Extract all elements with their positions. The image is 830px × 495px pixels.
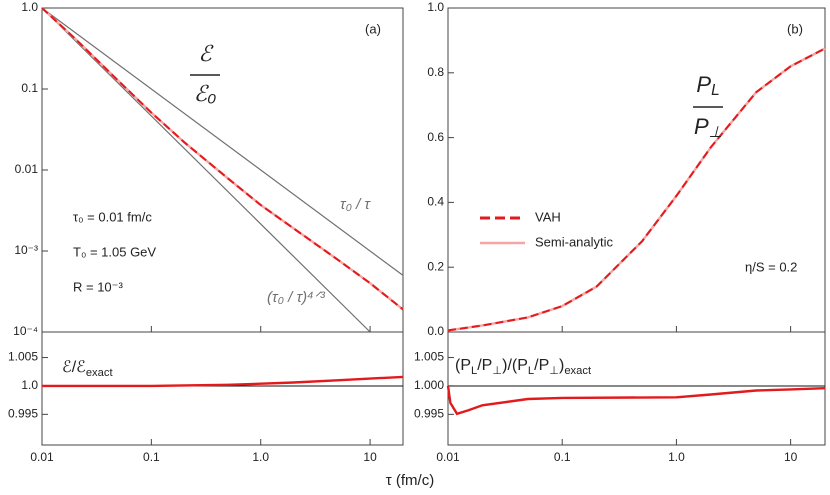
annotation: R = 10⁻³ xyxy=(73,279,124,294)
legend-label: Semi-analytic xyxy=(535,234,614,249)
legend-label: VAH xyxy=(535,209,561,224)
text-part: /P xyxy=(534,357,549,374)
panel-label: (b) xyxy=(787,21,803,36)
x-tick-label: 10 xyxy=(784,450,798,464)
annotation: η/S = 0.2 xyxy=(745,259,797,274)
y-tick-label: 0.0 xyxy=(427,324,444,338)
x-tick-label: 0.01 xyxy=(436,450,460,464)
line-series xyxy=(446,385,826,416)
line-series xyxy=(41,7,404,311)
annotation: (PL/P⊥)/(PL/P⊥)exact xyxy=(455,357,592,377)
plot-frame xyxy=(41,331,404,446)
annotation: τ₀ = 0.01 fm/c xyxy=(73,209,152,224)
line-label: (τ₀ / τ)⁴ᐟ³ xyxy=(267,289,326,306)
y-tick-label: 0.8 xyxy=(427,65,444,79)
x-axis-label: τ (fm/c) xyxy=(386,472,434,489)
text-part: )/(P xyxy=(502,357,528,374)
y-tick-label: 1.0 xyxy=(21,0,38,14)
y-tick-label: 10⁻⁴ xyxy=(13,324,38,338)
x-tick-label: 0.01 xyxy=(30,450,54,464)
line-series xyxy=(447,47,826,332)
y-tick-label: 10⁻³ xyxy=(14,243,38,257)
y-tick-label: 1.0 xyxy=(427,0,444,14)
y-tick-label: 0.2 xyxy=(427,259,444,273)
text-part: L xyxy=(528,365,534,377)
y-tick-label: 0.4 xyxy=(427,195,444,209)
text-part: exact xyxy=(564,365,592,377)
y-tick-label: 0.995 xyxy=(8,407,38,421)
y-tick-label: 1.005 xyxy=(8,350,38,364)
text-part: ⊥ xyxy=(709,124,722,141)
line-series xyxy=(42,375,404,388)
text-part: (P xyxy=(455,357,471,374)
line-series xyxy=(447,47,826,332)
x-tick-label: 0.1 xyxy=(143,450,160,464)
text-part: exact xyxy=(86,367,114,379)
panel-label: (a) xyxy=(365,21,381,36)
x-tick-label: 1.0 xyxy=(668,450,685,464)
fraction-denominator: ℰ₀ xyxy=(194,81,217,106)
y-tick-label: 0.6 xyxy=(427,130,444,144)
y-tick-label: 1.0 xyxy=(21,378,38,392)
text-part: L xyxy=(471,365,477,377)
y-tick-label: 0.995 xyxy=(414,407,444,421)
x-tick-label: 0.1 xyxy=(554,450,571,464)
line-series xyxy=(41,7,404,276)
text-part: ) xyxy=(559,357,564,374)
text-part: /P xyxy=(477,357,492,374)
text-part: L xyxy=(711,82,720,99)
plot-frame xyxy=(447,331,826,446)
annotation: ℰ/ℰexact xyxy=(62,359,113,379)
fraction-numerator: PL xyxy=(696,72,719,99)
x-tick-label: 10 xyxy=(363,450,377,464)
text-part: ⊥ xyxy=(492,365,502,377)
line-label: τ₀ / τ xyxy=(340,196,371,213)
annotation: T₀ = 1.05 GeV xyxy=(73,244,156,259)
text-part: P xyxy=(696,72,711,97)
line-series xyxy=(41,7,371,333)
text-part: ℰ/ℰ xyxy=(62,359,86,376)
y-tick-label: 1.000 xyxy=(414,378,444,392)
fraction-denominator: P⊥ xyxy=(694,114,722,141)
fraction-numerator: ℰ xyxy=(198,41,214,66)
line-series xyxy=(41,7,404,311)
x-tick-label: 1.0 xyxy=(252,450,269,464)
plot-frame xyxy=(447,7,826,333)
y-tick-label: 0.01 xyxy=(15,162,39,176)
y-tick-label: 1.005 xyxy=(414,350,444,364)
text-part: ⊥ xyxy=(549,365,559,377)
y-tick-label: 0.1 xyxy=(21,81,38,95)
text-part: P xyxy=(694,114,709,139)
